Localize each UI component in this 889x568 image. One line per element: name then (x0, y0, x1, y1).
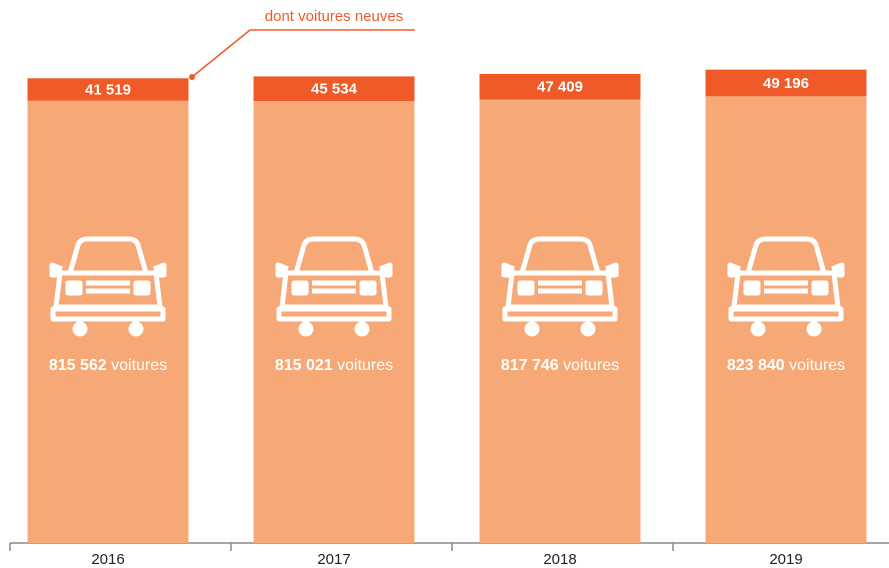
bar-label: 817 746 voitures (501, 357, 619, 374)
bar-segment (27, 100, 189, 544)
bar-segment (27, 78, 189, 101)
bar-segment (253, 76, 415, 102)
x-tick-label: 2019 (769, 551, 802, 568)
bar-segment (705, 69, 867, 97)
bar-label: 815 021 voitures (275, 357, 393, 374)
bar-unit: voitures (563, 357, 619, 374)
segment-label: 49 196 (763, 75, 809, 92)
bar-value: 815 562 (49, 357, 107, 374)
bar-label: 823 840 voitures (727, 357, 845, 374)
annotation: dont voitures neuves (265, 8, 403, 25)
bar-value: 823 840 (727, 357, 785, 374)
bar-unit: voitures (111, 357, 167, 374)
bar-value: 815 021 (275, 357, 333, 374)
segment-label: 47 409 (537, 79, 583, 96)
x-tick-label: 2016 (91, 551, 124, 568)
annotation-leader (191, 29, 251, 78)
annotation-dot (189, 74, 195, 80)
segment-label: 41 519 (85, 81, 131, 98)
segment-label: 45 534 (311, 81, 358, 98)
x-tick-label: 2018 (543, 551, 576, 568)
bar-value: 817 746 (501, 357, 559, 374)
x-tick-label: 2017 (317, 551, 350, 568)
bar-segment (479, 73, 641, 100)
bar-label: 815 562 voitures (49, 357, 167, 374)
bar-segment (253, 101, 415, 543)
bar-unit: voitures (789, 357, 845, 374)
bar-unit: voitures (337, 357, 393, 374)
